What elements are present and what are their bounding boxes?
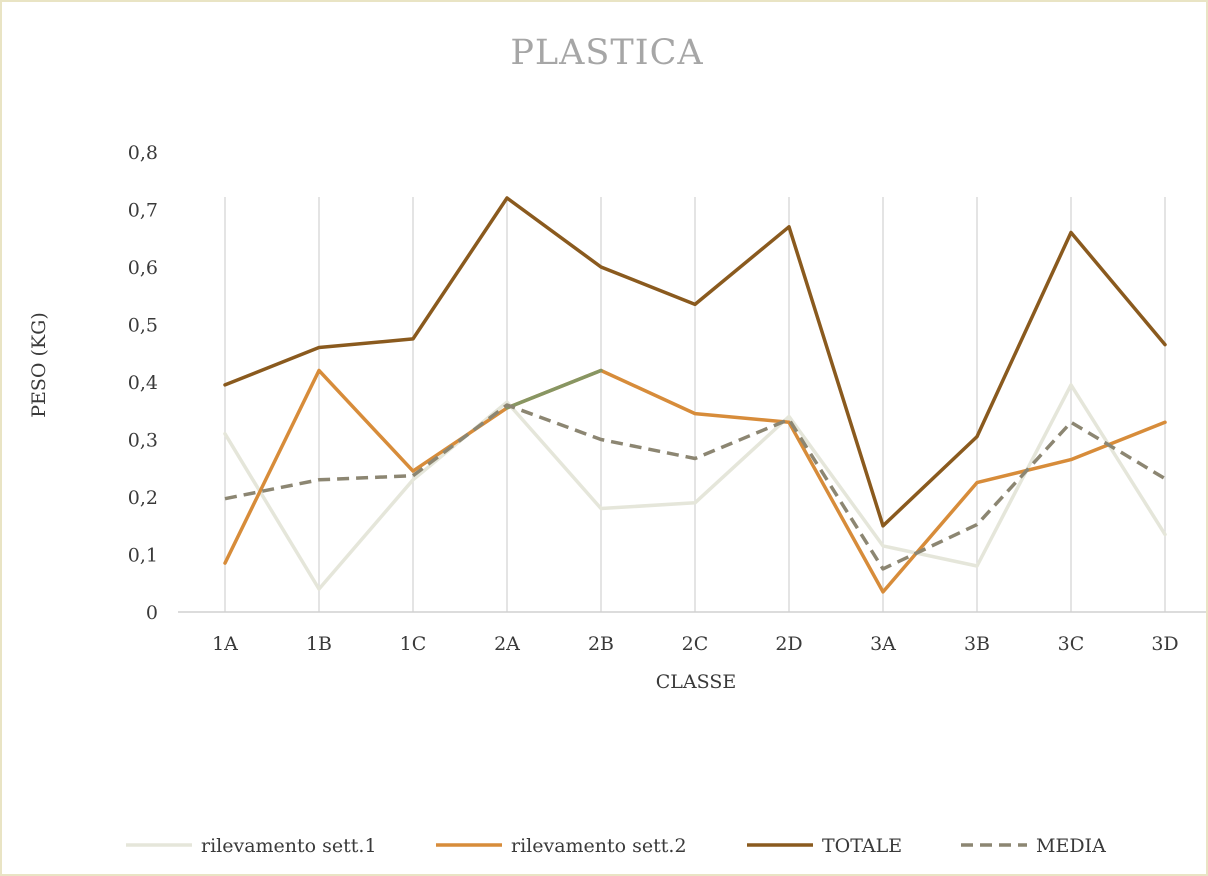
x-tick-label-1a: 1A xyxy=(212,633,238,655)
x-tick-label-3b: 3B xyxy=(964,633,990,655)
x-axis-ticks: 1A 1B 1C 2A 2B 2C 2D 3A 3B 3C 3D xyxy=(212,633,1179,655)
series-line-rilevamento-sett-2 xyxy=(223,368,1167,594)
x-tick-label-2c: 2C xyxy=(682,633,709,655)
y-tick-label: 0,6 xyxy=(128,257,158,279)
series-line-media xyxy=(224,403,1166,571)
x-tick-label-2b: 2B xyxy=(588,633,614,655)
x-tick-label-1b: 1B xyxy=(306,633,332,655)
legend-label-rilevamento-sett-1: rilevamento sett.1 xyxy=(201,835,377,857)
legend-label-rilevamento-sett-2: rilevamento sett.2 xyxy=(511,835,687,857)
y-tick-label: 0,3 xyxy=(128,430,158,452)
grid xyxy=(178,197,1206,613)
chart-title: PLASTICA xyxy=(510,33,703,73)
legend: rilevamento sett.1 rilevamento sett.2 TOTA… xyxy=(126,835,1106,857)
x-tick-label-2a: 2A xyxy=(494,633,520,655)
x-axis-title: CLASSE xyxy=(656,671,736,693)
x-tick-label-2d: 2D xyxy=(775,633,802,655)
series-line-totale xyxy=(223,196,1167,528)
x-tick-label-3a: 3A xyxy=(870,633,896,655)
y-tick-label: 0 xyxy=(146,602,158,624)
y-axis-title: PESO (KG) xyxy=(28,312,50,417)
legend-label-totale: TOTALE xyxy=(822,835,902,857)
y-tick-label: 0,5 xyxy=(128,315,158,337)
highlight-segment xyxy=(505,368,603,410)
y-tick-label: 0,1 xyxy=(128,545,158,567)
series-line-rilevamento-sett-1 xyxy=(223,383,1167,591)
legend-label-media: MEDIA xyxy=(1036,835,1106,857)
y-axis-ticks: 0 0,1 0,2 0,3 0,4 0,5 0,6 0,7 0,8 xyxy=(128,142,158,624)
x-tick-label-1c: 1C xyxy=(400,633,427,655)
y-tick-label: 0,4 xyxy=(128,372,158,394)
y-tick-label: 0,8 xyxy=(128,142,158,164)
x-tick-label-3c: 3C xyxy=(1058,633,1085,655)
y-tick-label: 0,2 xyxy=(128,487,158,509)
y-tick-label: 0,7 xyxy=(128,200,158,222)
x-tick-label-3d: 3D xyxy=(1151,633,1178,655)
series-lines xyxy=(223,196,1167,594)
